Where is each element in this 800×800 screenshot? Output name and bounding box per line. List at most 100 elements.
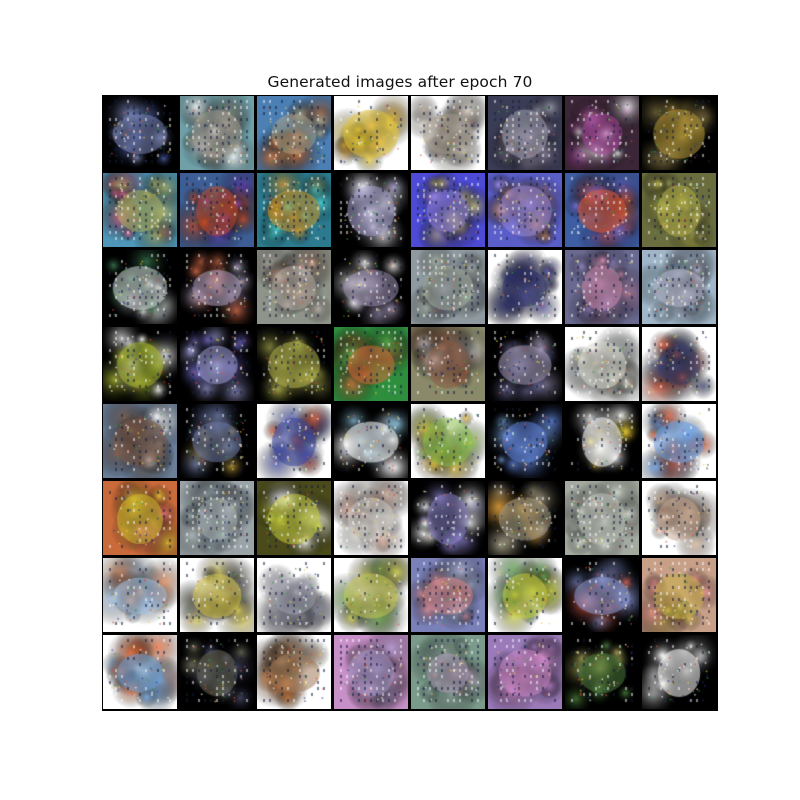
generated-image-tile — [334, 635, 408, 709]
generated-image-tile — [565, 250, 639, 324]
generated-image — [565, 404, 639, 478]
generated-image — [411, 404, 485, 478]
generated-image — [334, 404, 408, 478]
generated-image-tile — [257, 250, 331, 324]
generated-image-tile — [180, 481, 254, 555]
generated-image — [411, 96, 485, 170]
generated-image-tile — [103, 327, 177, 401]
generated-image — [488, 96, 562, 170]
generated-image-tile — [103, 558, 177, 632]
generated-image — [257, 327, 331, 401]
generated-image — [411, 173, 485, 247]
generated-image — [565, 250, 639, 324]
generated-image-tile — [180, 327, 254, 401]
generated-image — [565, 635, 639, 709]
generated-image-tile — [180, 404, 254, 478]
generated-image — [411, 327, 485, 401]
generated-image-tile — [411, 635, 485, 709]
generated-image — [257, 404, 331, 478]
generated-image-tile — [334, 404, 408, 478]
generated-image — [411, 635, 485, 709]
generated-image-tile — [565, 404, 639, 478]
generated-image-tile — [334, 96, 408, 170]
generated-image — [257, 481, 331, 555]
generated-image-tile — [180, 173, 254, 247]
generated-image-tile — [642, 96, 716, 170]
generated-image — [642, 327, 716, 401]
generated-image-tile — [257, 635, 331, 709]
generated-image-tile — [565, 96, 639, 170]
generated-image — [642, 173, 716, 247]
generated-image — [103, 481, 177, 555]
generated-image — [411, 558, 485, 632]
generated-image-tile — [642, 558, 716, 632]
generated-image-tile — [411, 327, 485, 401]
generated-image — [180, 250, 254, 324]
generated-image-tile — [565, 635, 639, 709]
generated-image — [257, 635, 331, 709]
generated-image-tile — [488, 173, 562, 247]
generated-image — [488, 635, 562, 709]
figure-title: Generated images after epoch 70 — [267, 73, 533, 91]
generated-image — [411, 481, 485, 555]
generated-image — [180, 558, 254, 632]
generated-image-tile — [103, 404, 177, 478]
generated-image — [257, 96, 331, 170]
generated-image — [334, 96, 408, 170]
generated-image — [488, 404, 562, 478]
generated-image-tile — [257, 327, 331, 401]
generated-image-tile — [642, 635, 716, 709]
generated-image — [103, 635, 177, 709]
generated-image-tile — [411, 250, 485, 324]
generated-image-tile — [103, 635, 177, 709]
generated-image — [488, 250, 562, 324]
generated-image-tile — [334, 250, 408, 324]
generated-image-tile — [488, 635, 562, 709]
generated-image — [642, 558, 716, 632]
generated-image-tile — [103, 173, 177, 247]
generated-image-tile — [642, 404, 716, 478]
generated-image-tile — [642, 250, 716, 324]
generated-image — [180, 173, 254, 247]
generated-image-tile — [103, 250, 177, 324]
generated-image-tile — [565, 327, 639, 401]
generated-image-tile — [565, 173, 639, 247]
generated-image-tile — [180, 250, 254, 324]
generated-image-tile — [411, 481, 485, 555]
generated-image — [180, 481, 254, 555]
generated-image-tile — [257, 404, 331, 478]
generated-image-tile — [642, 481, 716, 555]
generated-image — [642, 404, 716, 478]
generated-image-tile — [257, 96, 331, 170]
generated-image-tile — [488, 558, 562, 632]
generated-image — [334, 481, 408, 555]
generated-image-tile — [642, 173, 716, 247]
generated-image-tile — [565, 481, 639, 555]
generated-image-tile — [180, 635, 254, 709]
generated-image — [565, 96, 639, 170]
generated-image-tile — [488, 481, 562, 555]
generated-image-tile — [411, 173, 485, 247]
generated-image — [334, 327, 408, 401]
generated-image-tile — [257, 558, 331, 632]
generated-image — [565, 558, 639, 632]
generated-image — [103, 327, 177, 401]
generated-image — [103, 404, 177, 478]
generated-image-tile — [488, 327, 562, 401]
generated-image — [488, 173, 562, 247]
generated-image-tile — [488, 96, 562, 170]
generated-image-tile — [180, 558, 254, 632]
generated-image-tile — [257, 173, 331, 247]
generated-image-tile — [257, 481, 331, 555]
generated-image-tile — [411, 404, 485, 478]
generated-image — [642, 96, 716, 170]
generated-image — [103, 173, 177, 247]
generated-image — [180, 327, 254, 401]
generated-image-tile — [565, 558, 639, 632]
generated-image-tile — [103, 96, 177, 170]
generated-image — [488, 481, 562, 555]
generated-image — [334, 558, 408, 632]
generated-image-tile — [103, 481, 177, 555]
generated-image — [334, 173, 408, 247]
generated-image-tile — [180, 96, 254, 170]
